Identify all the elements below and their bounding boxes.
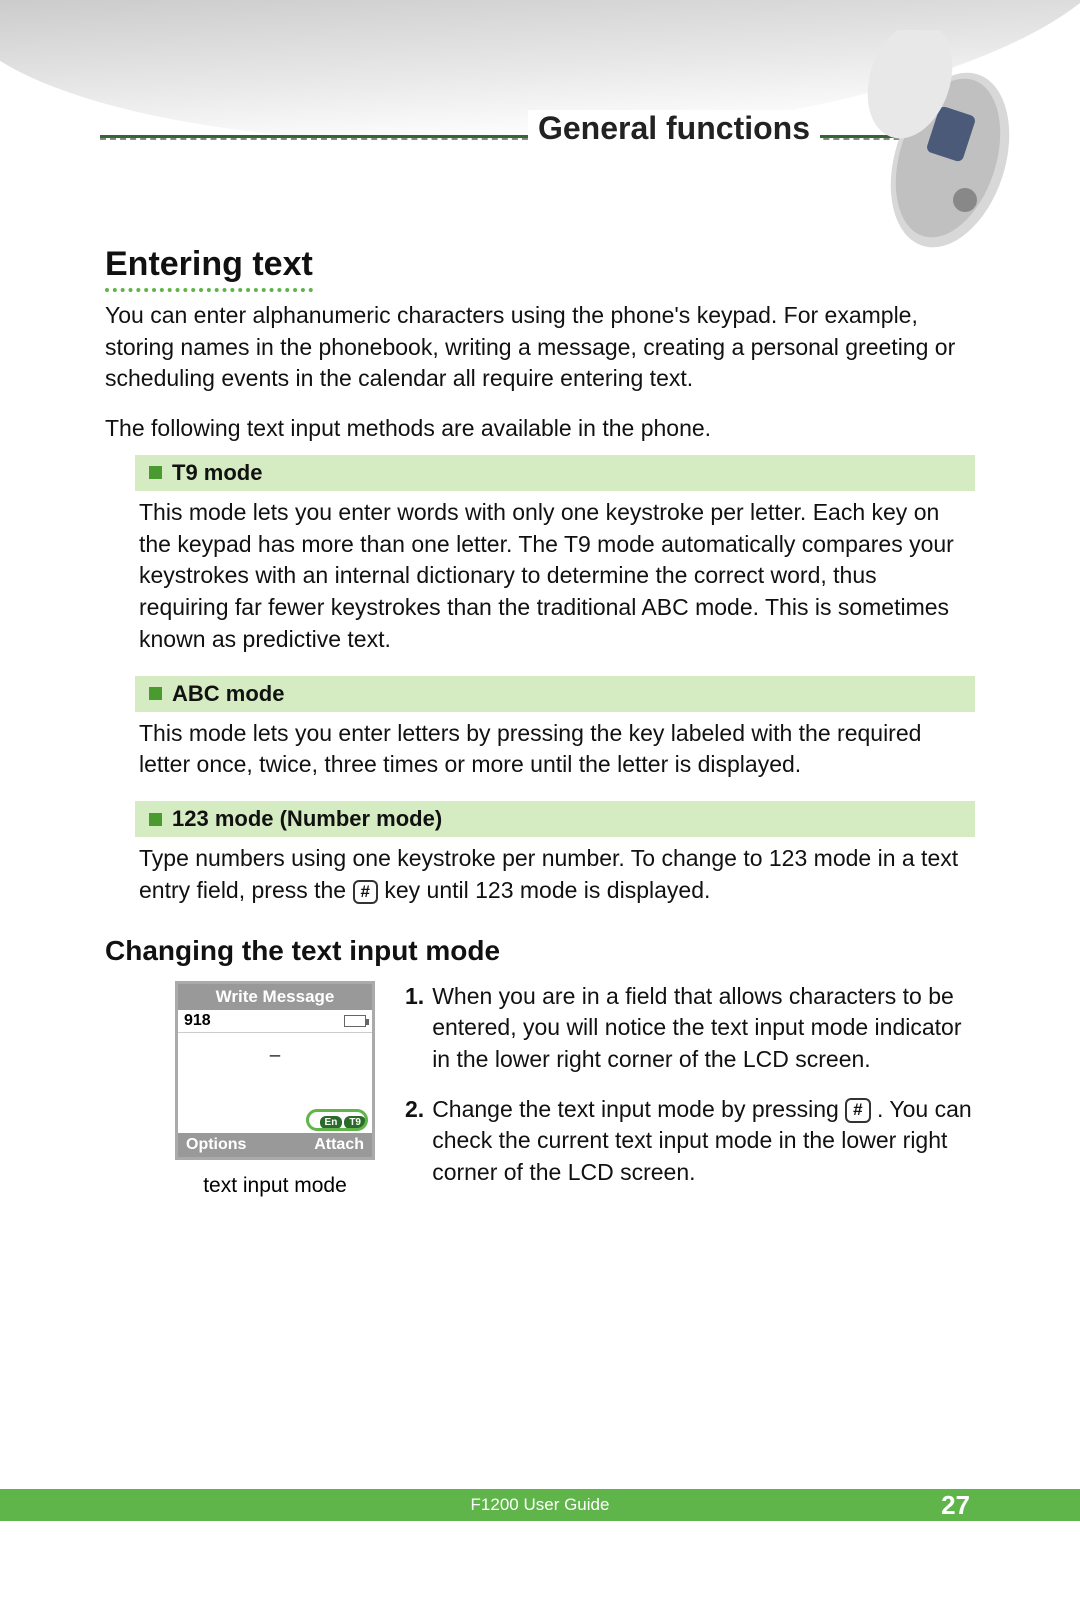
mode-block: 123 mode (Number mode) Type numbers using…	[135, 801, 975, 920]
battery-icon	[344, 1015, 366, 1027]
mode-body: Type numbers using one keystroke per num…	[135, 837, 975, 920]
hash-key-icon: #	[353, 880, 378, 904]
square-bullet-icon	[149, 813, 162, 826]
subsection-heading: Changing the text input mode	[105, 935, 975, 967]
intro-paragraph-1: You can enter alphanumeric characters us…	[105, 300, 975, 395]
mode-header: ABC mode	[135, 676, 975, 712]
change-mode-section: Write Message 918 _ En T9 Options Attach	[105, 981, 975, 1207]
mode-title: 123 mode (Number mode)	[172, 806, 442, 832]
section-title: Entering text	[105, 245, 313, 292]
page-content: Entering text You can enter alphanumeric…	[105, 245, 975, 1207]
chapter-title: General functions	[528, 110, 820, 147]
hash-key-icon: #	[845, 1098, 870, 1122]
text-cursor: _	[270, 1037, 280, 1057]
step-text: When you are in a field that allows char…	[432, 981, 975, 1076]
mode-block: T9 mode This mode lets you enter words wi…	[135, 455, 975, 670]
mode-title: ABC mode	[172, 681, 284, 707]
step-item: 2.Change the text input mode by pressing…	[405, 1094, 975, 1189]
square-bullet-icon	[149, 687, 162, 700]
softkey-row: Options Attach	[178, 1133, 372, 1157]
softkey-right: Attach	[314, 1136, 364, 1154]
intro-paragraph-2: The following text input methods are ava…	[105, 413, 975, 445]
page-footer: F1200 User Guide 27	[0, 1489, 1080, 1521]
mode-header: 123 mode (Number mode)	[135, 801, 975, 837]
phone-illustration	[840, 30, 1020, 250]
mode-header: T9 mode	[135, 455, 975, 491]
step-number: 1.	[405, 981, 424, 1076]
char-count: 918	[184, 1012, 211, 1030]
mode-title: T9 mode	[172, 460, 262, 486]
page-header: General functions	[0, 0, 1080, 230]
step-item: 1.When you are in a field that allows ch…	[405, 981, 975, 1076]
mode-block: ABC mode This mode lets you enter letters…	[135, 676, 975, 795]
modes-list: T9 mode This mode lets you enter words wi…	[105, 455, 975, 921]
mode-body: This mode lets you enter letters by pres…	[135, 712, 975, 795]
mode-body: This mode lets you enter words with only…	[135, 491, 975, 670]
input-mode-indicator: En T9	[320, 1116, 366, 1129]
square-bullet-icon	[149, 466, 162, 479]
phone-screen-mockup: Write Message 918 _ En T9 Options Attach	[175, 981, 375, 1160]
screen-column: Write Message 918 _ En T9 Options Attach	[175, 981, 375, 1198]
footer-guide-name: F1200 User Guide	[471, 1495, 610, 1515]
screen-status-row: 918	[178, 1010, 372, 1033]
steps-list: 1.When you are in a field that allows ch…	[405, 981, 975, 1207]
softkey-left: Options	[186, 1136, 246, 1154]
screen-titlebar: Write Message	[178, 984, 372, 1010]
screen-text-area: _ En T9	[178, 1033, 372, 1133]
step-number: 2.	[405, 1094, 424, 1189]
step-text: Change the text input mode by pressing #…	[432, 1094, 975, 1189]
indicator-highlight-ring	[306, 1109, 368, 1131]
screen-caption: text input mode	[175, 1174, 375, 1198]
page-number: 27	[941, 1490, 970, 1521]
